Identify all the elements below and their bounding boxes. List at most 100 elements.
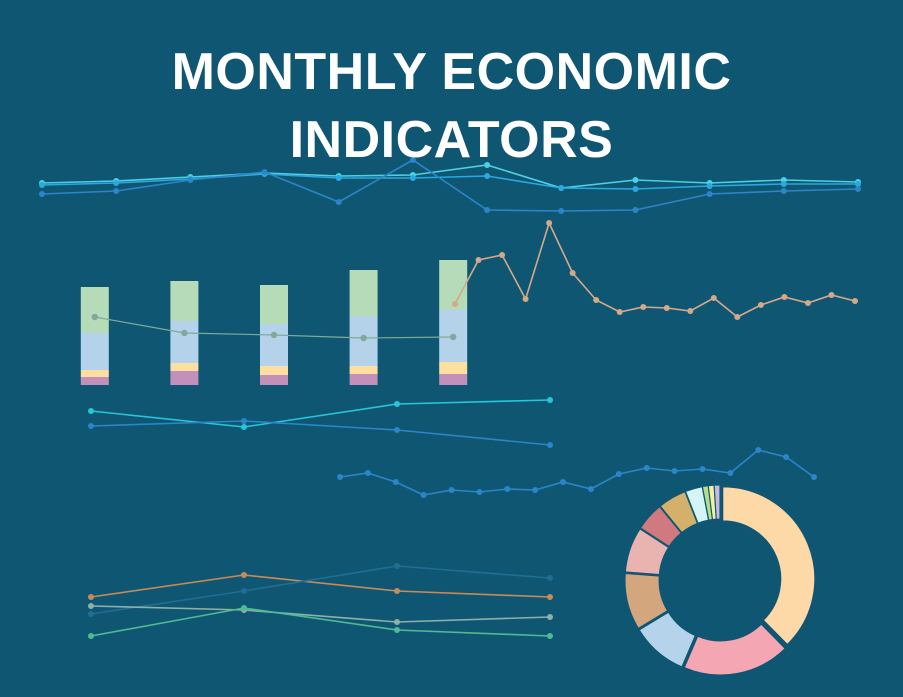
- point: [615, 471, 622, 477]
- line: [454, 220, 856, 318]
- point: [547, 594, 553, 600]
- point: [632, 186, 639, 192]
- point: [699, 466, 706, 472]
- point: [113, 180, 120, 186]
- line: [90, 420, 551, 446]
- line: [339, 449, 815, 496]
- bar-segment: [260, 285, 288, 324]
- line: [41, 164, 859, 189]
- point: [558, 208, 565, 214]
- point: [569, 270, 576, 276]
- point: [547, 633, 553, 639]
- title-block: MONTHLY ECONOMIC INDICATORS: [0, 38, 903, 174]
- bar-segment: [80, 370, 109, 377]
- point: [113, 188, 120, 194]
- point: [852, 298, 858, 304]
- point: [558, 185, 565, 191]
- point: [241, 572, 247, 578]
- point: [88, 594, 94, 600]
- point: [335, 199, 342, 205]
- point: [261, 169, 268, 175]
- donut-slice: [639, 506, 682, 548]
- point: [337, 474, 343, 480]
- point: [855, 181, 861, 187]
- point: [780, 188, 787, 194]
- bar-segment: [439, 374, 468, 385]
- point: [88, 408, 94, 414]
- point: [811, 474, 817, 480]
- donut-slice: [713, 484, 721, 520]
- point: [632, 177, 639, 183]
- point: [187, 177, 194, 183]
- bar-segment: [80, 377, 109, 385]
- point: [560, 479, 567, 485]
- bar-segment: [349, 374, 378, 385]
- point: [270, 331, 278, 339]
- point: [241, 605, 247, 611]
- point: [360, 334, 367, 342]
- point: [547, 442, 553, 448]
- point: [780, 181, 787, 187]
- line: [41, 159, 859, 212]
- point: [241, 418, 247, 424]
- line: [41, 173, 858, 190]
- point: [547, 397, 553, 403]
- chart-title: MONTHLY ECONOMIC INDICATORS: [171, 43, 732, 169]
- bar-segment: [170, 363, 199, 371]
- point: [504, 486, 511, 492]
- point: [522, 296, 529, 302]
- point: [39, 182, 45, 188]
- point: [394, 619, 400, 625]
- point: [39, 191, 45, 197]
- point: [640, 304, 647, 310]
- point: [706, 191, 713, 197]
- point: [484, 207, 491, 213]
- bar-segment: [260, 375, 288, 385]
- bar-segment: [349, 366, 378, 374]
- point: [241, 588, 247, 594]
- point: [181, 329, 188, 337]
- point: [755, 447, 762, 453]
- point: [475, 257, 482, 263]
- donut-slice: [659, 491, 698, 534]
- point: [364, 470, 371, 476]
- bar-segment: [170, 281, 199, 321]
- point: [632, 207, 639, 213]
- point: [546, 220, 553, 226]
- point: [710, 295, 717, 301]
- bar-segment: [439, 362, 468, 374]
- point: [734, 314, 741, 320]
- point: [88, 603, 94, 609]
- point: [394, 401, 400, 407]
- point: [91, 313, 99, 321]
- point: [781, 294, 788, 300]
- point: [687, 308, 694, 314]
- bar-segment: [170, 321, 199, 363]
- point: [394, 427, 400, 433]
- point: [804, 300, 811, 306]
- point: [452, 301, 458, 307]
- bar-segment: [80, 287, 109, 333]
- line: [90, 574, 551, 598]
- point: [532, 487, 539, 493]
- point: [706, 183, 713, 189]
- point: [88, 611, 94, 617]
- point: [394, 627, 400, 633]
- bar-segment: [80, 333, 109, 370]
- bar-segment: [170, 371, 199, 385]
- point: [392, 479, 399, 485]
- point: [547, 614, 553, 620]
- point: [335, 175, 342, 181]
- point: [587, 486, 594, 492]
- point: [476, 489, 483, 495]
- donut-slice: [638, 611, 696, 668]
- point: [499, 252, 506, 258]
- donut-slice: [683, 623, 786, 676]
- point: [484, 173, 491, 179]
- point: [394, 588, 400, 594]
- point: [727, 470, 734, 476]
- point: [484, 162, 491, 168]
- point: [88, 423, 94, 429]
- point: [663, 305, 670, 311]
